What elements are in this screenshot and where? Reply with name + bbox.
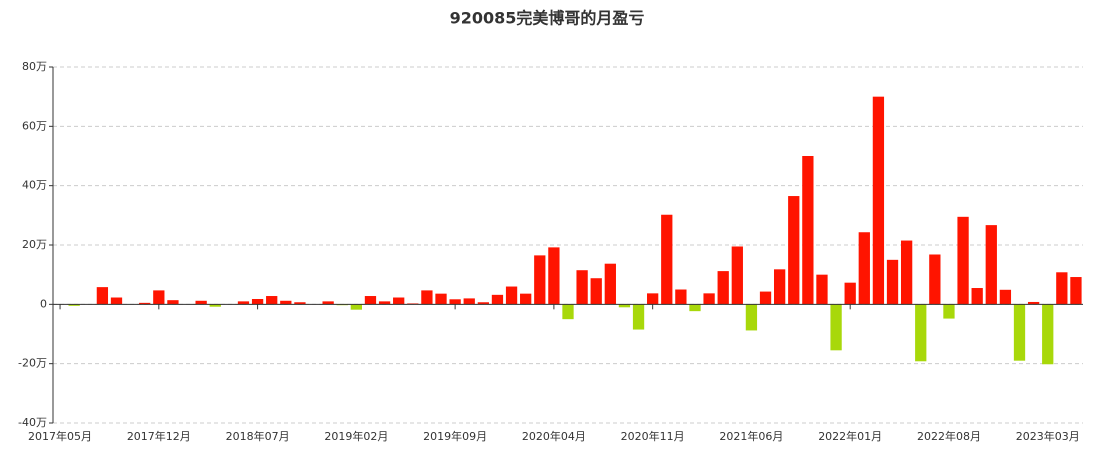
bar — [322, 301, 334, 305]
bar — [745, 304, 758, 331]
bar — [294, 302, 306, 305]
bar — [957, 216, 969, 305]
bar — [576, 270, 588, 305]
x-tick-label: 2017年12月 — [127, 429, 191, 443]
bar — [280, 300, 292, 305]
bar — [68, 304, 80, 306]
bar — [449, 299, 461, 305]
bar — [153, 290, 165, 305]
y-tick-label: -40万 — [18, 416, 47, 429]
x-tick-label: 2022年08月 — [917, 429, 981, 443]
y-tick-label: 40万 — [22, 179, 47, 192]
bar — [703, 293, 715, 305]
x-tick-label: 2023年03月 — [1016, 429, 1080, 443]
bar — [1070, 277, 1082, 305]
x-tick-label: 2019年02月 — [324, 429, 388, 443]
bar — [350, 304, 362, 310]
bar — [96, 287, 109, 305]
bar — [661, 214, 673, 305]
bar — [167, 300, 179, 305]
bar — [421, 290, 433, 305]
x-tick-label: 2018年07月 — [226, 429, 290, 443]
bar — [266, 296, 278, 305]
bar — [900, 240, 913, 305]
bar — [393, 297, 405, 305]
bar — [731, 246, 743, 305]
x-tick-label: 2020年11月 — [621, 429, 685, 443]
bar — [520, 293, 532, 305]
y-tick-label: 0 — [40, 297, 47, 310]
x-tick-label: 2022年01月 — [818, 429, 882, 443]
bar — [689, 304, 701, 312]
bar — [999, 289, 1012, 305]
x-tick-label: 2019年09月 — [423, 429, 487, 443]
chart-title: 920085完美博哥的月盈亏 — [450, 9, 645, 28]
bar — [477, 302, 489, 305]
bar — [139, 302, 151, 305]
bar — [675, 289, 687, 305]
bar — [364, 296, 377, 305]
bar — [237, 301, 250, 305]
bar — [590, 278, 602, 305]
bar — [774, 269, 786, 305]
x-tick-label: 2020年04月 — [522, 429, 586, 443]
bar — [604, 263, 616, 305]
bar — [943, 304, 955, 319]
bar — [816, 274, 828, 305]
bar — [971, 288, 983, 305]
bar — [463, 298, 475, 305]
bar — [1027, 301, 1040, 305]
bar — [929, 254, 941, 305]
bar — [1013, 304, 1026, 361]
x-tick-label: 2021年06月 — [719, 429, 783, 443]
bar — [195, 300, 207, 305]
bar — [759, 291, 772, 305]
bar — [802, 156, 814, 305]
bar — [717, 271, 729, 305]
y-tick-label: 80万 — [22, 60, 47, 73]
bar — [110, 297, 123, 305]
bar — [858, 232, 870, 305]
y-tick-label: 20万 — [22, 238, 47, 251]
bar — [618, 304, 631, 308]
bar — [378, 301, 391, 305]
bar — [985, 225, 997, 305]
y-tick-label: -20万 — [18, 357, 47, 370]
bar — [209, 304, 221, 307]
bar — [548, 247, 560, 305]
bar — [1056, 272, 1068, 305]
bar — [788, 196, 800, 305]
bar — [886, 259, 899, 305]
bar — [534, 255, 546, 305]
y-tick-label: 60万 — [22, 119, 47, 132]
bar — [505, 286, 518, 305]
bar — [915, 304, 927, 362]
bar — [435, 293, 447, 305]
bar — [562, 304, 574, 320]
bar — [844, 282, 856, 305]
bar — [1042, 304, 1054, 365]
bar — [830, 304, 842, 351]
bar — [647, 293, 659, 305]
bar — [251, 298, 264, 305]
x-tick-label: 2017年05月 — [28, 429, 92, 443]
bar — [491, 294, 504, 305]
bar — [872, 96, 885, 305]
bar — [632, 304, 645, 330]
